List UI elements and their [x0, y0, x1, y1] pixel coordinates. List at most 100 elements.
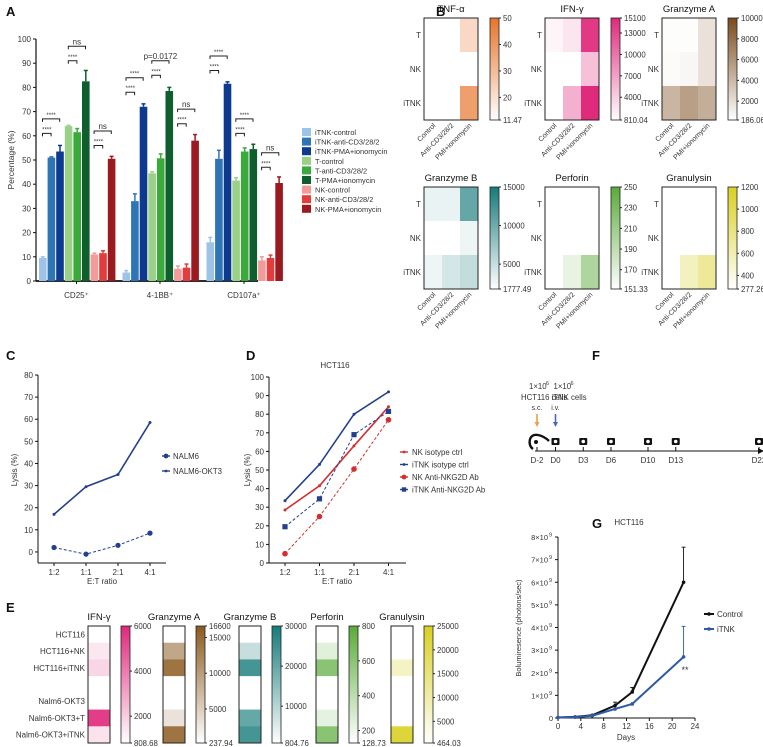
heatmap-cell	[391, 709, 414, 727]
legend-item: iTNK	[717, 625, 735, 634]
data-point	[387, 405, 390, 409]
legend-item: iTNK-control	[315, 128, 356, 137]
panel-a-bar-chart: 0 10 20 30 40 50 60 70 80 90 100 Percentage (%) CD25…	[6, 35, 388, 300]
panel-b-heatmaps: TNF-αTNKiTNK5040302011.47ControlAnti-CD3…	[403, 4, 763, 330]
x-tick-label: 12	[622, 722, 631, 731]
heatmap-cell	[391, 659, 414, 677]
y-tick-label: 3×10	[531, 646, 548, 655]
heatmap-row-label: NK	[648, 65, 660, 74]
heatmap-cell	[698, 18, 717, 53]
significance-bracket	[261, 152, 280, 156]
y-tick-exponent: 9	[549, 623, 552, 629]
significance-label: ****	[240, 113, 250, 119]
colorbar	[348, 625, 359, 744]
heatmap-cell	[239, 659, 262, 677]
heatmap-cell	[239, 642, 262, 660]
bar	[191, 140, 199, 281]
x-tick-label: 2:1	[112, 568, 124, 577]
heatmap-cell	[163, 709, 186, 727]
colorbar	[120, 625, 131, 744]
heatmap-cell	[680, 221, 699, 256]
colorbar-tick-label: 10000	[437, 694, 459, 703]
y-tick-label: 0	[27, 277, 32, 286]
y-tick-label: 10	[24, 526, 33, 535]
heatmap-cell	[680, 18, 699, 53]
legend-item: iTNK Anti-NKG2D Ab	[412, 486, 486, 495]
colorbar	[610, 186, 621, 290]
y-tick-exponent: 9	[549, 578, 552, 584]
heatmap-cell	[563, 86, 582, 121]
heatmap-cell	[680, 255, 699, 290]
heatmap-cell	[442, 255, 461, 290]
y-tick-label: 70	[255, 429, 264, 438]
colorbar-tick-label: 11.47	[503, 116, 522, 125]
significance-label: ****	[214, 50, 224, 56]
y-tick-label: 0	[29, 548, 34, 557]
x-tick-label: 1:2	[48, 568, 60, 577]
bar	[90, 254, 99, 281]
colorbar-tick-label: 170	[624, 266, 638, 275]
bar	[82, 81, 90, 281]
heatmap-row-label: NK	[648, 234, 660, 243]
y-tick-label: 30	[255, 503, 264, 512]
colorbar-tick-label: 400	[362, 692, 376, 701]
colorbar-tick-label: 128.73	[362, 739, 386, 747]
heatmap-cell	[163, 726, 186, 744]
colorbar-tick-label: 200	[362, 727, 376, 736]
colorbar-tick-label: 30000	[285, 622, 307, 631]
y-tick-exponent: 9	[549, 600, 552, 606]
colorbar	[423, 625, 434, 744]
y-tick-label: 90	[255, 392, 264, 401]
bar	[249, 149, 258, 281]
colorbar-tick-label: 1777.49	[503, 285, 531, 294]
y-tick-exponent: 9	[549, 691, 552, 697]
heatmap-cell	[563, 52, 582, 87]
heatmap-cell	[545, 86, 564, 121]
heatmap-cell	[391, 642, 414, 660]
data-point	[283, 499, 287, 503]
significance-label: ****	[210, 64, 220, 70]
series-line	[557, 581, 685, 719]
data-point	[52, 512, 56, 516]
y-tick-exponent: 9	[549, 668, 552, 674]
x-tick-label: 20	[668, 722, 677, 731]
data-point	[282, 524, 288, 530]
heatmap-cell	[563, 255, 582, 290]
significance-bracket	[151, 60, 170, 64]
heatmap-cell	[316, 676, 339, 694]
significance-label: **	[681, 665, 689, 675]
camera-icon	[671, 438, 680, 445]
heatmap-title: Granzyme A	[663, 4, 716, 15]
significance-label: ****	[42, 127, 52, 133]
legend-marker	[402, 450, 406, 454]
y-tick-label: 100	[18, 35, 32, 44]
colorbar-tick-label: 804.76	[285, 739, 309, 747]
camera-lens	[609, 439, 613, 444]
heatmap-row-label: iTNK	[403, 268, 421, 277]
heatmap-cell	[316, 626, 339, 644]
heatmap-cell	[316, 692, 339, 710]
colorbar-tick-label: 20000	[437, 646, 459, 655]
legend-item: NALM6	[173, 452, 199, 461]
bar	[107, 158, 116, 281]
heatmap-row-label: T	[537, 31, 542, 40]
panel-label-c: C	[6, 348, 16, 363]
x-tick-label: CD25⁺	[64, 291, 89, 300]
colorbar-tick-label: 277.26	[741, 285, 763, 294]
legend-item: iTNK isotype ctrl	[412, 461, 469, 470]
legend-item: NK-anti-CD3/28/2	[315, 195, 373, 204]
heatmap-frame	[544, 186, 600, 290]
heatmap-granzymea: Granzyme A T NK iTNK 10000 8000 6000 4000 2000 18…	[641, 4, 763, 125]
heatmap-row-label: NK	[410, 65, 422, 74]
heatmap-cell	[662, 52, 681, 87]
significance-bracket	[125, 77, 144, 81]
x-tick-label: 4:1	[383, 568, 395, 577]
camera-lens	[581, 439, 586, 444]
significance-bracket	[209, 55, 228, 59]
data-point	[318, 484, 321, 488]
heatmap-cell	[581, 86, 600, 121]
x-axis-label: E:T ratio	[87, 577, 118, 586]
legend-item: T-PMA+ionomycin	[315, 176, 375, 185]
